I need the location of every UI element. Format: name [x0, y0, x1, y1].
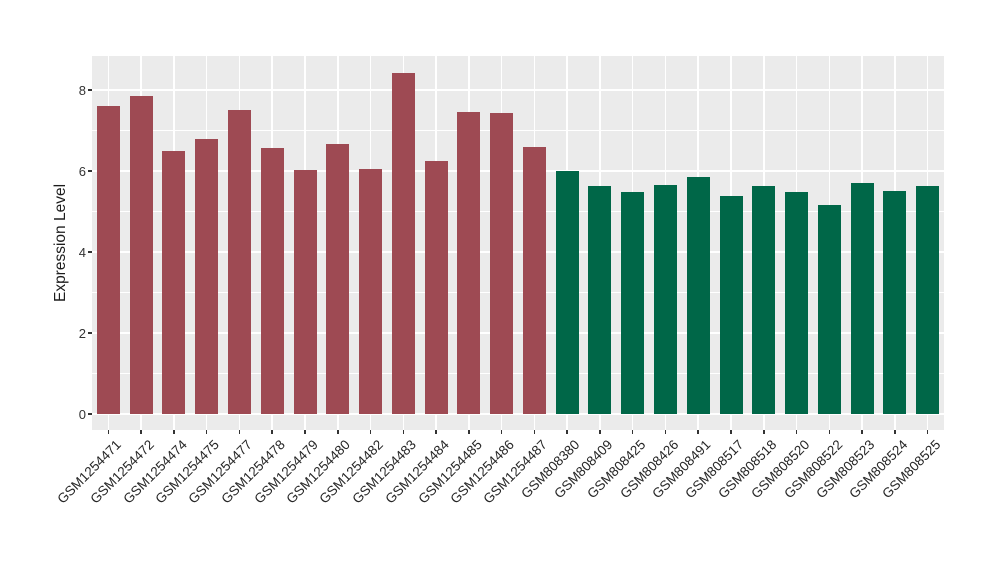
y-tick-2	[88, 332, 92, 334]
x-tick-GSM1254471	[107, 430, 110, 434]
bar-GSM1254483	[391, 72, 415, 414]
bar-GSM808517	[719, 196, 743, 414]
gridline-minor-y5	[92, 211, 944, 212]
y-tick-label-0: 0	[78, 406, 86, 422]
x-tick-GSM808380	[566, 430, 568, 434]
x-tick-GSM808523	[861, 430, 863, 434]
bar-GSM1254479	[293, 169, 317, 414]
plot-panel	[92, 56, 944, 430]
bar-GSM808425	[621, 192, 645, 414]
y-tick-label-4: 4	[78, 244, 86, 260]
gridline-major-y8	[92, 89, 944, 91]
bar-GSM1254484	[424, 160, 448, 414]
bar-GSM808523	[850, 182, 874, 414]
y-tick-4	[88, 251, 92, 253]
y-tick-label-6: 6	[78, 163, 86, 179]
bar-GSM808524	[883, 191, 907, 414]
bar-GSM808409	[588, 185, 612, 414]
bar-GSM1254487	[522, 146, 546, 414]
y-tick-label-2: 2	[78, 325, 86, 341]
y-tick-label-8: 8	[78, 82, 86, 98]
x-tick-GSM808518	[763, 430, 765, 434]
bar-GSM1254480	[326, 144, 350, 414]
x-tick-GSM1254484	[435, 430, 437, 434]
gridline-minor-y3	[92, 292, 944, 293]
y-tick-0	[88, 413, 92, 415]
bar-GSM808522	[817, 205, 841, 414]
x-tick-GSM808426	[664, 430, 667, 434]
x-tick-GSM1254485	[468, 430, 470, 434]
bar-GSM808491	[686, 177, 710, 414]
x-tick-GSM808524	[894, 430, 896, 434]
bar-GSM1254472	[129, 96, 153, 414]
bar-GSM1254478	[260, 147, 284, 414]
bar-GSM808426	[653, 185, 677, 414]
x-tick-GSM1254480	[337, 430, 339, 434]
x-tick-GSM1254474	[173, 430, 175, 434]
bar-GSM808520	[785, 191, 809, 414]
bar-GSM808525	[916, 185, 940, 414]
bar-GSM1254477	[227, 110, 251, 414]
x-tick-GSM808520	[795, 430, 798, 434]
x-tick-GSM1254475	[205, 430, 208, 434]
gridline-minor-y1	[92, 373, 944, 374]
gridline-major-y0	[92, 413, 944, 415]
gridline-major-y4	[92, 251, 944, 253]
x-tick-GSM808491	[697, 430, 699, 434]
x-tick-GSM1254477	[238, 430, 241, 434]
x-tick-GSM1254478	[271, 430, 273, 434]
x-tick-GSM1254479	[304, 430, 306, 434]
x-tick-GSM808409	[599, 430, 601, 434]
gridline-minor-y7	[92, 130, 944, 131]
bar-GSM808380	[555, 171, 579, 414]
bar-GSM1254482	[359, 168, 383, 414]
bar-GSM1254486	[490, 113, 514, 414]
bar-GSM1254471	[96, 106, 120, 414]
x-tick-GSM1254483	[402, 430, 405, 434]
x-tick-GSM808517	[730, 430, 732, 434]
bar-GSM1254475	[195, 138, 219, 414]
bar-GSM1254474	[162, 150, 186, 414]
x-tick-GSM808522	[828, 430, 831, 434]
x-tick-GSM1254482	[369, 430, 372, 434]
y-tick-8	[88, 89, 92, 91]
bar-GSM808518	[752, 186, 776, 414]
x-tick-GSM1254486	[500, 430, 503, 434]
gridline-major-y6	[92, 170, 944, 172]
x-tick-GSM1254487	[533, 430, 536, 434]
bar-GSM1254485	[457, 111, 481, 414]
x-tick-GSM808425	[631, 430, 634, 434]
x-tick-GSM808525	[926, 430, 929, 434]
y-tick-6	[88, 170, 92, 172]
gridline-major-y2	[92, 332, 944, 334]
x-tick-GSM1254472	[140, 430, 142, 434]
y-axis-title: Expression Level	[52, 183, 69, 303]
